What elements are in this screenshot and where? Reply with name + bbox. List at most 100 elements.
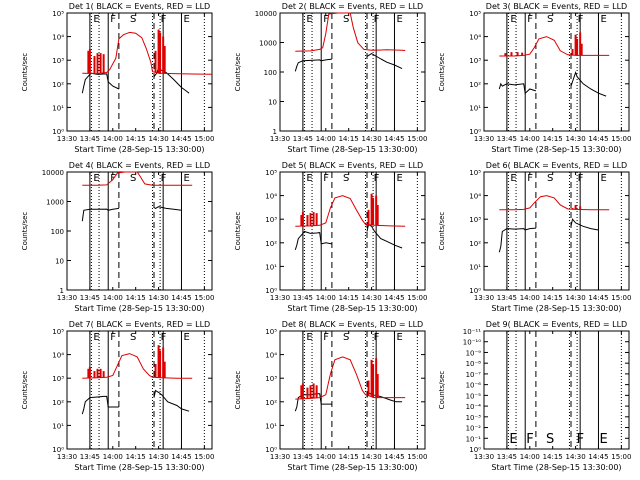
x-tick-label: 13:45 (80, 294, 100, 302)
series-events-line (81, 207, 119, 222)
phase-marker-e: E (600, 173, 606, 184)
x-axis-title: Start Time (28-Sep-15 13:30:00) (74, 463, 204, 472)
detector-panel-1: Det 1( BLACK = Events, RED = LLD 13:30 13:… (21, 2, 214, 154)
y-tick-label: 10⁰ (265, 287, 277, 295)
y-tick-label: 10³ (52, 375, 64, 383)
x-axis-title: Start Time (28-Sep-15 13:30:00) (287, 304, 417, 313)
panel-title: Det 8( BLACK = Events, RED = LLD (282, 320, 423, 329)
x-tick-label: 14:30 (148, 294, 168, 302)
y-tick-label: 10⁰ (52, 446, 64, 454)
x-axis-title: Start Time (28-Sep-15 13:30:00) (491, 145, 621, 154)
x-tick-label: 15:00 (611, 453, 631, 461)
x-tick-label: 14:00 (316, 453, 336, 461)
x-tick-label: 14:30 (565, 135, 585, 143)
phase-marker-f: F (526, 432, 533, 447)
panel-title: Det 5( BLACK = Events, RED = LLD (282, 161, 423, 170)
x-tick-label: 15:00 (611, 294, 631, 302)
y-tick-label: 10 (55, 258, 64, 266)
y-tick-label: 10¹ (265, 263, 277, 271)
detector-panel-7: Det 7( BLACK = Events, RED = LLD 13:30 13:… (21, 320, 214, 472)
x-axis-title: Start Time (28-Sep-15 13:30:00) (74, 304, 204, 313)
y-tick-label: 10³ (265, 216, 277, 224)
phase-marker-f: F (161, 173, 167, 184)
phase-marker-e: E (599, 432, 607, 447)
x-tick-label: 14:15 (339, 453, 359, 461)
x-tick-label: 14:30 (148, 135, 168, 143)
panel-title: Det 1( BLACK = Events, RED = LLD (69, 2, 210, 11)
x-tick-label: 14:45 (588, 453, 608, 461)
x-tick-label: 14:00 (520, 453, 540, 461)
x-tick-label: 14:45 (171, 294, 191, 302)
phase-marker-f: F (374, 173, 380, 184)
series-events-line (81, 395, 119, 415)
plot-frame (66, 12, 213, 132)
y-axis-title: Counts/sec (21, 53, 29, 92)
x-tick-label: 14:45 (384, 453, 404, 461)
x-tick-label: 13:30 (57, 294, 77, 302)
phase-marker-e: E (600, 14, 606, 25)
phase-marker-f: F (110, 14, 116, 25)
x-tick-label: 14:45 (384, 135, 404, 143)
x-tick-label: 15:00 (194, 135, 214, 143)
phase-marker-f: F (323, 14, 329, 25)
y-tick-label: 10⁴ (469, 34, 481, 42)
series-lld-line (295, 195, 406, 227)
plot-frame (279, 330, 426, 450)
phase-marker-e: E (396, 14, 402, 25)
x-tick-label: 14:30 (361, 453, 381, 461)
y-tick-label: 10³ (469, 216, 481, 224)
phase-marker-s: S (547, 173, 553, 184)
phase-marker-s: S (130, 173, 136, 184)
x-tick-label: 13:30 (270, 294, 290, 302)
phase-marker-f: F (374, 14, 380, 25)
phase-marker-e: E (306, 332, 312, 343)
phase-marker-e: E (93, 173, 99, 184)
x-tick-label: 14:45 (171, 135, 191, 143)
y-tick-label: 10⁰ (469, 287, 481, 295)
phase-marker-s: S (547, 14, 553, 25)
y-tick-label: 10² (265, 240, 277, 248)
x-tick-label: 15:00 (194, 294, 214, 302)
y-tick-label: 10¹ (469, 263, 481, 271)
phase-marker-f: F (110, 332, 116, 343)
y-tick-label: 10³ (52, 57, 64, 65)
x-tick-label: 15:00 (611, 135, 631, 143)
x-tick-label: 14:45 (171, 453, 191, 461)
phase-marker-e: E (306, 14, 312, 25)
y-axis-title: Counts/sec (21, 371, 29, 410)
x-tick-label: 14:00 (520, 135, 540, 143)
x-tick-label: 13:30 (474, 453, 494, 461)
detector-panel-4: Det 4( BLACK = Events, RED = LLD 13:30 13:… (21, 161, 214, 313)
y-tick-label: 10⁻⁴ (466, 403, 482, 411)
y-tick-label: 10⁰ (52, 128, 64, 136)
y-tick-label: 10⁴ (265, 193, 277, 201)
plot-frame (66, 330, 213, 450)
plot-frame (66, 171, 213, 291)
phase-marker-e: E (396, 173, 402, 184)
y-tick-label: 1 (60, 287, 64, 295)
phase-marker-s: S (343, 173, 349, 184)
phase-marker-e: E (93, 14, 99, 25)
y-tick-label: 10¹ (265, 422, 277, 430)
detector-panel-5: Det 5( BLACK = Events, RED = LLD 13:30 13:… (234, 161, 427, 313)
phase-marker-e: E (396, 332, 402, 343)
y-tick-label: 10⁵ (265, 328, 277, 336)
x-tick-label: 13:30 (270, 135, 290, 143)
series-events-line (366, 223, 403, 249)
y-axis-title: Counts/sec (234, 212, 242, 251)
x-tick-label: 14:00 (316, 294, 336, 302)
phase-marker-s: S (130, 332, 136, 343)
x-tick-label: 13:45 (80, 453, 100, 461)
y-tick-label: 10⁰ (469, 446, 481, 454)
y-tick-label: 1000 (259, 40, 277, 48)
series-events-line (498, 82, 537, 95)
y-tick-label: 10² (469, 240, 481, 248)
x-tick-label: 14:45 (588, 135, 608, 143)
x-axis-title: Start Time (28-Sep-15 13:30:00) (491, 304, 621, 313)
y-tick-label: 10⁵ (52, 10, 64, 18)
series-events-line (294, 230, 332, 251)
y-tick-label: 1000 (46, 199, 64, 207)
y-tick-label: 10¹ (469, 104, 481, 112)
series-events-line (294, 58, 332, 72)
phase-marker-f: F (527, 173, 533, 184)
